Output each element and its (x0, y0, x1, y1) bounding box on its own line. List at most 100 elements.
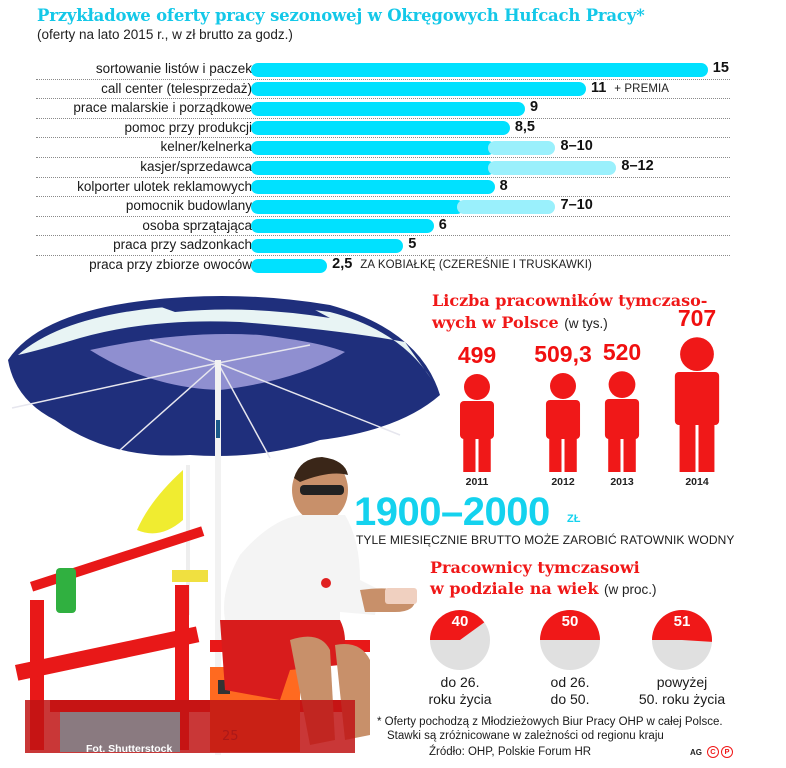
age-title-line1: Pracownicy tymczasowi (430, 558, 640, 577)
bar-value: 2,5 ZA KOBIAŁKĘ (CZEREŚNIE I TRUSKAWKI) (332, 256, 592, 272)
bar-label: praca przy zbiorze owoców (89, 257, 252, 272)
bar-row: osoba sprzątająca 6 (36, 217, 730, 237)
publisher-p-icon: P (721, 746, 733, 758)
salary-amount: 1900–2000 (354, 490, 550, 534)
bar-label: call center (telesprzedaż) (101, 80, 252, 96)
bar-value-text: 11 (590, 79, 607, 96)
worker-count-value: 520 (602, 339, 642, 366)
footnote-line1: * Oferty pochodzą z Młodzieżowych Biur P… (377, 716, 723, 728)
worker-count-value: 499 (457, 342, 497, 368)
lifeguard-person (220, 457, 417, 745)
salary-note: TYLE MIESIĘCZNIE BRUTTO MOŻE ZAROBIĆ RAT… (356, 533, 735, 547)
age-pie-caption: od 26. do 50. (515, 672, 625, 708)
bar-range-extension (457, 199, 556, 214)
bar-note: ZA KOBIAŁKĘ (CZEREŚNIE I TRUSKAWKI) (360, 259, 592, 271)
bar-value: 15 (713, 60, 737, 76)
bar-row: prace malarskie i porządkowe 9 (36, 99, 730, 119)
bar-note: + PREMIA (614, 82, 670, 95)
bar-label: sortowanie listów i paczek (95, 61, 252, 76)
age-caption-line1: od 26. (550, 674, 590, 690)
bar-value-text: 6 (438, 216, 447, 233)
lifeguard-photo: 25 (0, 285, 440, 760)
beach-umbrella-icon (8, 296, 440, 760)
bar-value: 8 (500, 178, 516, 194)
water-bottle-icon (56, 568, 76, 613)
author-initials: AG (690, 748, 702, 757)
bar (251, 180, 495, 195)
bar-row: kasjer/sprzedawca 8–12 (36, 158, 730, 178)
bar-row: sortowanie listów i paczek 15 (36, 60, 730, 80)
bar-value-text: 5 (408, 236, 417, 253)
age-pie-value: 51 (673, 613, 691, 630)
bar-value-text: 9 (530, 99, 539, 116)
bar-row: call center (telesprzedaż) 11 + PREMIA (36, 80, 730, 100)
workers-title-line2: wych w Polsce (432, 313, 559, 332)
workers-title-line1: Liczba pracowników tymczaso- (432, 291, 708, 310)
bar-value-text: 8 (499, 177, 508, 194)
bar-row: pomoc przy produkcji 8,5 (36, 119, 730, 139)
bar-row: pomocnik budowlany 7–10 (36, 197, 730, 217)
bar (251, 62, 708, 77)
age-caption-line2: 50. roku życia (638, 691, 726, 707)
chart-title: Przykładowe oferty pracy sezonowej w Okr… (37, 6, 645, 25)
bar-range-extension (487, 160, 617, 175)
age-title-line2: w podziale na wiek (430, 579, 599, 598)
bar-value: 6 (439, 217, 455, 233)
bar-value: 9 (530, 99, 546, 115)
bar-label: praca przy sadzonkach (113, 237, 252, 253)
copyright-icon: C (707, 746, 719, 758)
worker-count-value: 509,3 (534, 341, 592, 367)
bar-value-text: 2,5 (332, 256, 353, 272)
bar (251, 140, 495, 155)
footnote: * Oferty pochodzą z Młodzieżowych Biur P… (377, 716, 723, 743)
bar-label: pomocnik budowlany (125, 198, 252, 214)
bar (251, 199, 465, 214)
bar-value-text: 8–10 (560, 138, 593, 155)
bar-value-text: 8–12 (621, 158, 654, 174)
workers-chart-title: Liczba pracowników tymczaso- wych w Pols… (432, 290, 707, 335)
bar-row: praca przy sadzonkach 5 (36, 236, 730, 256)
chart-subtitle: (oferty na lato 2015 r., w zł brutto za … (37, 27, 293, 42)
bar (251, 82, 586, 97)
bar-range-extension (487, 140, 556, 155)
worker-year-label: 2012 (551, 476, 575, 488)
bar-row: kolporter ulotek reklamowych 8 (36, 178, 730, 198)
bar-label: osoba sprzątająca (142, 217, 252, 233)
age-chart-title: Pracownicy tymczasowi w podziale na wiek… (430, 557, 657, 600)
bar (251, 101, 526, 116)
bar-value: 7–10 (561, 197, 601, 213)
worker-year-label: 2011 (465, 476, 489, 488)
bar-value: 8,5 (515, 119, 543, 135)
bar-value-text: 15 (712, 60, 729, 76)
seasonal-jobs-bar-chart: sortowanie listów i paczek 15 call center … (0, 60, 786, 280)
bar-label: kolporter ulotek reklamowych (77, 178, 252, 194)
bar-value: 8–12 (621, 158, 661, 174)
age-caption-line2: do 50. (550, 691, 590, 707)
bar-value: 5 (408, 236, 424, 252)
bar-label: kasjer/sprzedawca (140, 159, 252, 174)
photo-credit: Fot. Shutterstock (86, 743, 173, 755)
worker-year-label: 2014 (685, 476, 709, 488)
bar-value: 8–10 (561, 138, 601, 154)
bar-value: 11 + PREMIA (591, 80, 669, 96)
bar-value-text: 8,5 (514, 118, 535, 135)
lifeguard-illustration: 25 (8, 296, 440, 760)
footnote-line2: Stawki są zróżnicowane w zależności od r… (387, 729, 664, 742)
bar-label: pomoc przy produkcji (124, 119, 252, 135)
bar-label: kelner/kelnerka (160, 139, 252, 155)
age-pie-caption: powyżej 50. roku życia (627, 672, 737, 708)
bar (251, 219, 434, 234)
bar-label: prace malarskie i porządkowe (73, 100, 252, 116)
source-note: Źródło: OHP, Polskie Forum HR (429, 746, 592, 758)
bar (251, 121, 510, 136)
bar (251, 258, 328, 273)
worker-year-label: 2013 (610, 476, 634, 488)
age-caption-line1: powyżej (656, 674, 708, 690)
bar-row: praca przy zbiorze owoców 2,5 ZA KOBIAŁKĘ … (36, 256, 730, 276)
bar-row: kelner/kelnerka 8–10 (36, 138, 730, 158)
bar (251, 160, 495, 175)
yellow-flag-icon (137, 470, 183, 534)
age-pie-value: 50 (561, 613, 579, 630)
age-unit: (w proc.) (604, 582, 657, 597)
salary-unit: ZŁ (567, 513, 581, 525)
